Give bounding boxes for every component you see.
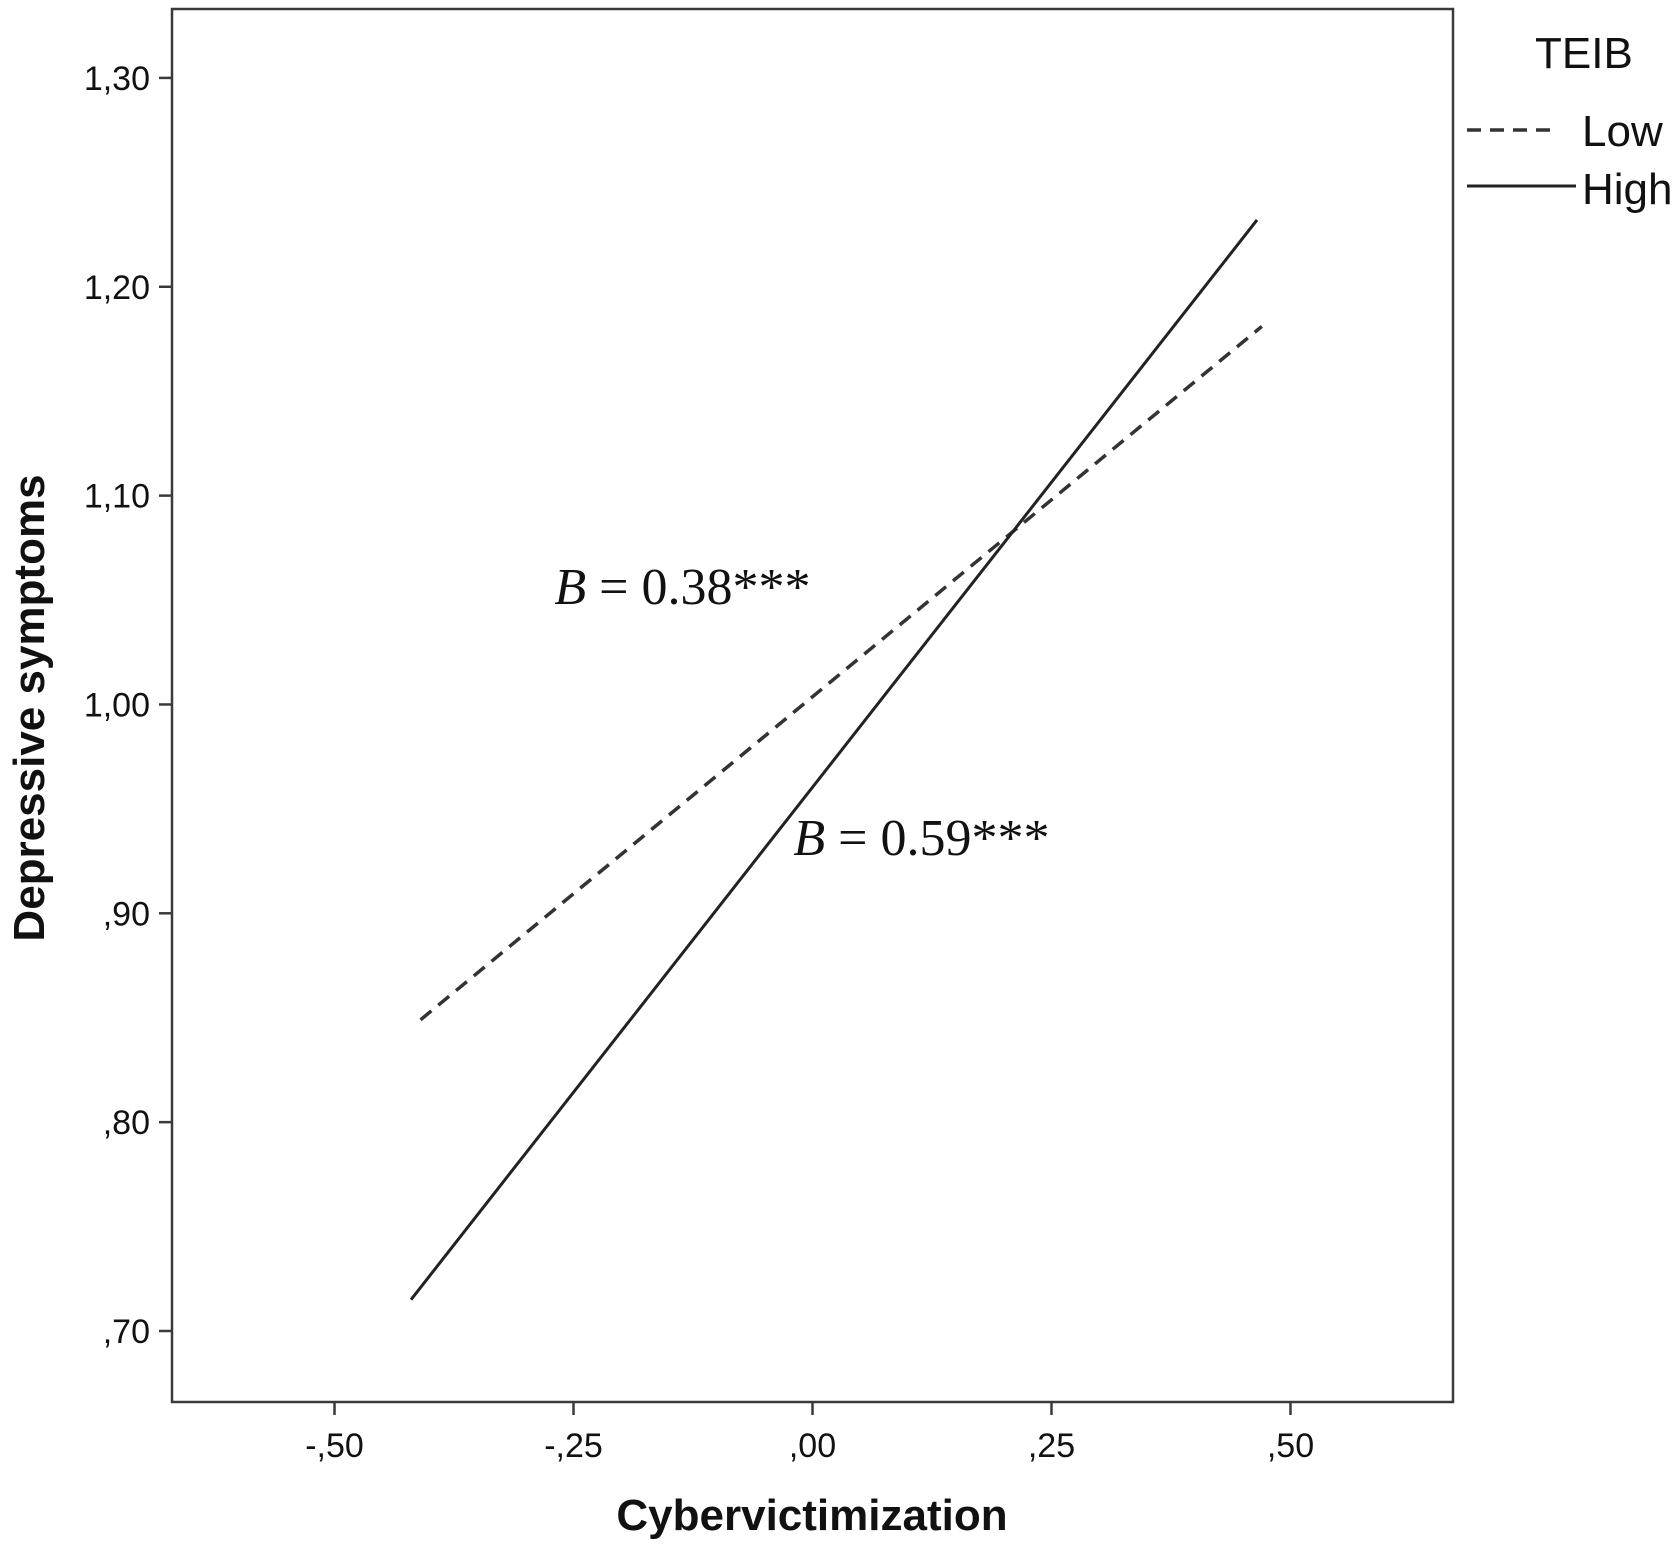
y-tick-label: ,70	[103, 1313, 150, 1351]
x-tick-label: ,25	[1028, 1427, 1075, 1465]
annotations: B = 0.38*** B = 0.59***	[554, 559, 1049, 867]
slope-annotation-high: B = 0.59***	[793, 810, 1049, 867]
x-axis-title: Cybervictimization	[616, 1491, 1007, 1540]
y-tick-label: 1,10	[84, 478, 150, 516]
legend: TEIB Low High	[1467, 29, 1673, 214]
x-tick-label: ,50	[1267, 1427, 1314, 1465]
y-tick-label: ,90	[103, 895, 150, 933]
y-tick-label: ,80	[103, 1104, 150, 1142]
y-tick-label: 1,00	[84, 686, 150, 724]
legend-label-high: High	[1582, 165, 1673, 214]
y-tick-label: 1,20	[84, 269, 150, 307]
x-tick-label: -,50	[305, 1427, 364, 1465]
series-lines	[409, 219, 1263, 1301]
legend-label-low: Low	[1582, 107, 1663, 156]
x-tick-label: ,00	[789, 1427, 836, 1465]
axes: ,70 ,80 ,90 1,00 1,10 1,20 1,30 -,50 -,25 ,00 ,25,…	[84, 7, 1455, 1465]
y-tick-label: 1,30	[84, 60, 150, 98]
x-tick-label: -,25	[544, 1427, 603, 1465]
slope-annotation-low: B = 0.38***	[554, 559, 810, 616]
series-line-high	[409, 219, 1259, 1301]
series-line-low	[419, 325, 1263, 1022]
y-axis-title: Depressive symptoms	[5, 474, 54, 941]
plot-frame	[170, 7, 1455, 1404]
legend-title: TEIB	[1535, 29, 1633, 78]
